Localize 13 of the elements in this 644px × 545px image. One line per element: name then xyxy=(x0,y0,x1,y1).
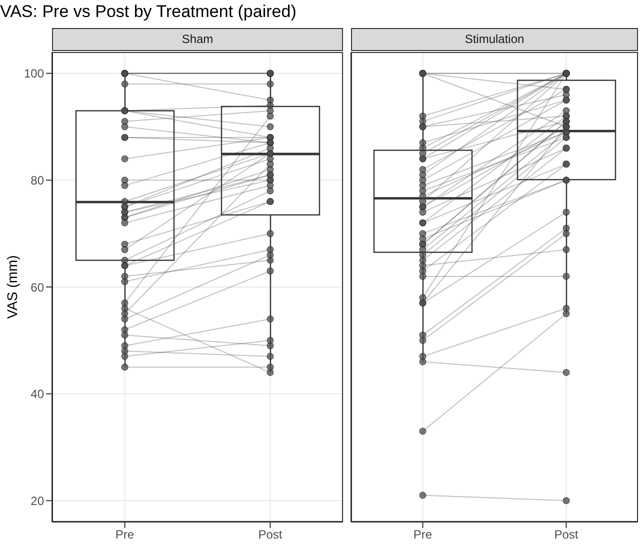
y-tick-label: 40 xyxy=(30,387,44,402)
y-axis-title: VAS (mm) xyxy=(4,255,20,319)
y-tick-label: 60 xyxy=(30,280,44,294)
chart-subtitle: Sham xyxy=(52,28,343,51)
x-tick-label: Post xyxy=(554,528,579,542)
y-tick-label: 20 xyxy=(30,494,44,508)
y-tick-label: 100 xyxy=(24,66,44,81)
x-tick-label: Pre xyxy=(413,528,432,542)
x-tick-label: Pre xyxy=(115,528,134,542)
chart-subtitle: Stimulation xyxy=(351,28,638,51)
y-tick-label: 80 xyxy=(30,173,44,188)
x-tick-label: Post xyxy=(258,528,283,542)
chart-title: VAS: Pre vs Post by Treatment (paired) xyxy=(0,2,296,22)
